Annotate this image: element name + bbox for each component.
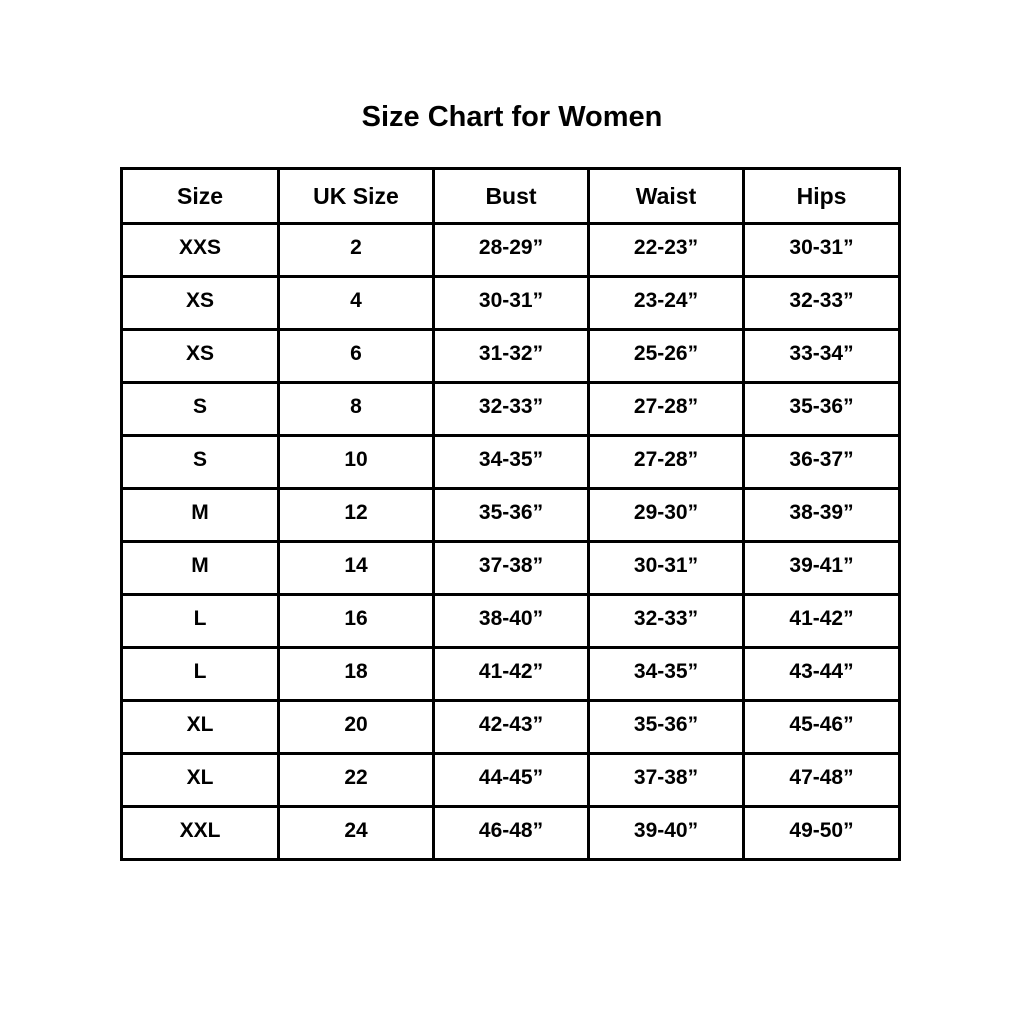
table-cell: 27-28” [587,381,745,437]
column-header-uk-size: UK Size [277,167,435,225]
table-row: XXL 24 46-48” 39-40” 49-50” [120,805,901,861]
table-cell: 42-43” [432,699,590,755]
table-cell: 39-40” [587,805,745,861]
table-cell: 37-38” [432,540,590,596]
column-header-size: Size [120,167,280,225]
table-cell: 41-42” [432,646,590,702]
table-cell: 28-29” [432,222,590,278]
table-cell: 32-33” [432,381,590,437]
table-row: XS 6 31-32” 25-26” 33-34” [120,328,901,384]
table-cell: 30-31” [587,540,745,596]
column-header-hips: Hips [742,167,901,225]
table-cell: 41-42” [742,593,901,649]
table-cell: 34-35” [587,646,745,702]
table-row: M 14 37-38” 30-31” 39-41” [120,540,901,596]
table-cell: 10 [277,434,435,490]
column-header-waist: Waist [587,167,745,225]
table-cell: 46-48” [432,805,590,861]
table-cell: 6 [277,328,435,384]
table-cell: 4 [277,275,435,331]
table-cell: 34-35” [432,434,590,490]
size-table-body: XXS 2 28-29” 22-23” 30-31” XS 4 30-31” 23-24” 32-… [120,222,901,861]
table-cell: 33-34” [742,328,901,384]
table-cell: 38-40” [432,593,590,649]
table-cell: 49-50” [742,805,901,861]
table-cell: 35-36” [742,381,901,437]
table-cell: 44-45” [432,752,590,808]
table-row: S 10 34-35” 27-28” 36-37” [120,434,901,490]
table-cell: XL [120,752,280,808]
table-cell: 25-26” [587,328,745,384]
table-cell: 24 [277,805,435,861]
table-cell: 27-28” [587,434,745,490]
size-chart-table: Size UK Size Bust Waist Hips XXS 2 28-29” 2… [120,167,901,861]
table-cell: 12 [277,487,435,543]
page-title: Size Chart for Women [361,101,663,133]
table-header: Size UK Size Bust Waist Hips [120,167,901,225]
table-cell: XS [120,275,280,331]
table-cell: 32-33” [587,593,745,649]
table-cell: 16 [277,593,435,649]
table-cell: 43-44” [742,646,901,702]
table-cell: 22 [277,752,435,808]
table-cell: 36-37” [742,434,901,490]
table-cell: 14 [277,540,435,596]
table-row: M 12 35-36” 29-30” 38-39” [120,487,901,543]
table-cell: 39-41” [742,540,901,596]
table-cell: S [120,434,280,490]
table-cell: 22-23” [587,222,745,278]
table-cell: 35-36” [587,699,745,755]
table-row: XXS 2 28-29” 22-23” 30-31” [120,222,901,278]
table-cell: M [120,540,280,596]
table-cell: 29-30” [587,487,745,543]
table-cell: 23-24” [587,275,745,331]
table-cell: 38-39” [742,487,901,543]
table-cell: 30-31” [742,222,901,278]
table-cell: 37-38” [587,752,745,808]
table-cell: S [120,381,280,437]
table-cell: 8 [277,381,435,437]
table-row: L 16 38-40” 32-33” 41-42” [120,593,901,649]
table-cell: XXS [120,222,280,278]
table-cell: XS [120,328,280,384]
table-cell: 18 [277,646,435,702]
table-cell: 47-48” [742,752,901,808]
table-row: L 18 41-42” 34-35” 43-44” [120,646,901,702]
column-header-bust: Bust [432,167,590,225]
table-cell: L [120,646,280,702]
table-cell: L [120,593,280,649]
table-cell: XL [120,699,280,755]
table-cell: 31-32” [432,328,590,384]
table-cell: 35-36” [432,487,590,543]
table-cell: 20 [277,699,435,755]
table-row: XL 22 44-45” 37-38” 47-48” [120,752,901,808]
table-header-row: Size UK Size Bust Waist Hips [120,167,901,225]
table-cell: 32-33” [742,275,901,331]
table-cell: M [120,487,280,543]
table-row: XL 20 42-43” 35-36” 45-46” [120,699,901,755]
table-row: XS 4 30-31” 23-24” 32-33” [120,275,901,331]
table-cell: 2 [277,222,435,278]
table-cell: XXL [120,805,280,861]
table-row: S 8 32-33” 27-28” 35-36” [120,381,901,437]
table-cell: 45-46” [742,699,901,755]
table-cell: 30-31” [432,275,590,331]
